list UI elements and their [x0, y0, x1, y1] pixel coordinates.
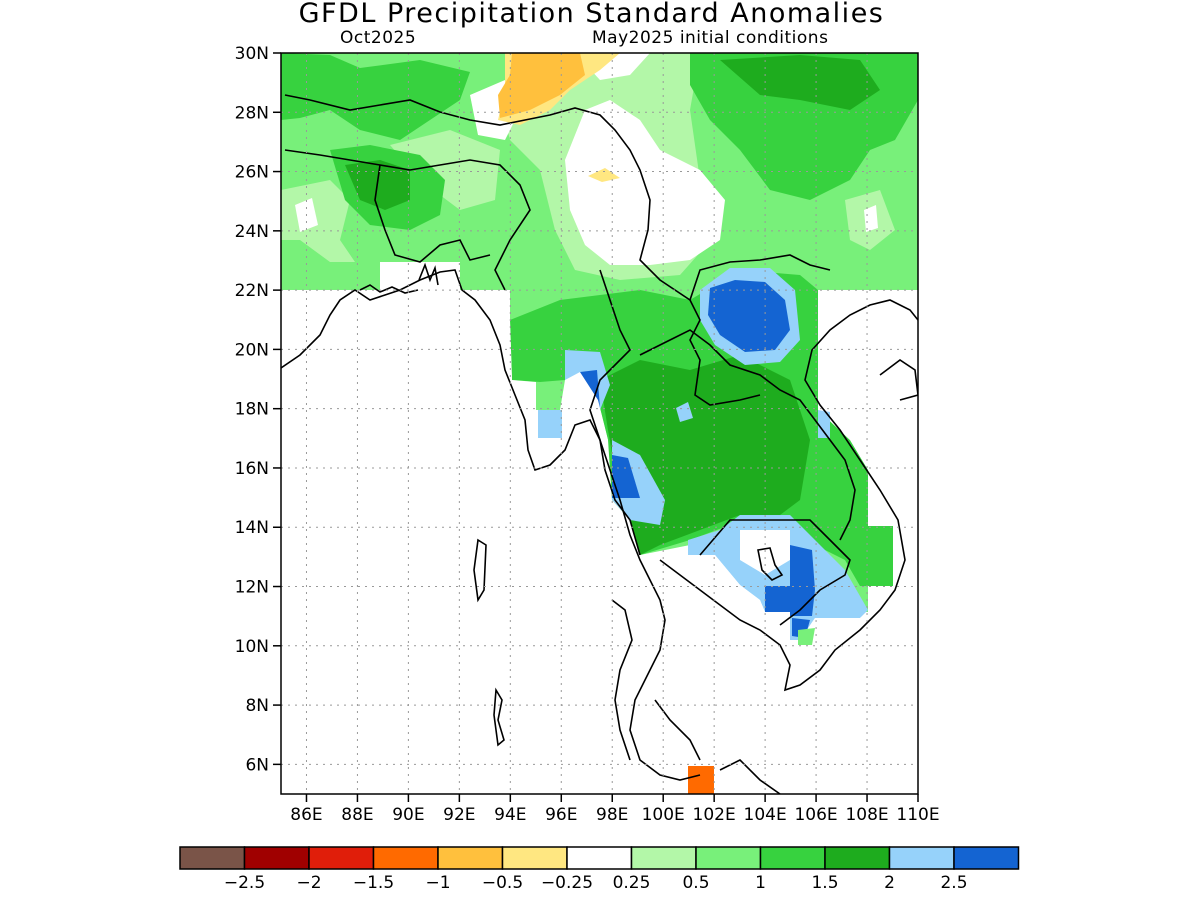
colorbar-label: −2 [296, 873, 321, 893]
border [689, 299, 761, 406]
colorbar-swatch [501, 846, 568, 870]
lat-tick-label: 24N [235, 222, 269, 242]
anomaly-region-light-green [281, 180, 355, 262]
lake-outline [757, 547, 784, 581]
colorbar: −2.5 −2 −1.5 −1 −0.5 −0.25 0.25 0.5 1 1.5 2 2.5 [179, 846, 1020, 893]
coastline [879, 359, 918, 401]
colorbar-label: 1.5 [811, 873, 838, 893]
border [374, 164, 491, 263]
lon-tick-label: 94E [494, 805, 526, 825]
lon-axis: 86E 88E 90E 92E 94E 96E 98E 100E 102E 104E 106E 108… [290, 794, 940, 825]
anomaly-region-light-blue [818, 410, 830, 438]
colorbar-swatch [179, 846, 246, 870]
island-outline [493, 687, 505, 747]
colorbar-swatch [437, 846, 504, 870]
masked-cell [281, 262, 918, 794]
border [284, 94, 831, 302]
anomaly-region-medium-green [281, 53, 470, 140]
border [589, 269, 641, 556]
anomaly-region-neutral [864, 205, 878, 232]
colorbar-swatch [695, 846, 762, 870]
anomaly-region-wet-orange [688, 766, 714, 794]
anomaly-region-dark-green [720, 55, 880, 110]
anomaly-region-neutral [740, 530, 790, 575]
lat-tick-label: 12N [235, 578, 269, 598]
lat-tick-label: 28N [235, 103, 269, 123]
colorbar-label: −1 [425, 873, 450, 893]
lat-tick-label: 20N [235, 340, 269, 360]
lat-tick-label: 8N [245, 696, 269, 716]
lon-tick-label: 100E [642, 805, 685, 825]
border [699, 519, 851, 626]
colorbar-label: −0.25 [541, 873, 593, 893]
anomaly-region-light-green [390, 130, 500, 210]
anomaly-region-light-blue [676, 402, 693, 422]
lat-axis: 6N 8N 10N 12N 14N 16N 18N 20N 22N 24N 26N 28N 30N [235, 44, 281, 775]
lon-tick-label: 88E [341, 805, 373, 825]
anomaly-region-light-blue [538, 410, 562, 438]
coastlines-borders [281, 94, 918, 794]
colorbar-label: 0.25 [613, 873, 651, 893]
colorbar-swatch [372, 846, 439, 870]
init-conditions-label: May2025 initial conditions [592, 28, 829, 48]
lat-tick-label: 26N [235, 163, 269, 183]
anomaly-region-light-green [798, 628, 815, 645]
lat-tick-label: 6N [245, 755, 269, 775]
map-frame [280, 52, 919, 795]
lon-tick-label: 108E [845, 805, 888, 825]
colorbar-swatch [759, 846, 826, 870]
masked-cell [281, 290, 309, 350]
island-outline [418, 262, 439, 286]
anomaly-region-dry [588, 168, 620, 182]
coastline [611, 599, 633, 761]
anomaly-region-dry [498, 53, 585, 118]
colorbar-swatch [566, 846, 633, 870]
anomaly-region-dark-blue [765, 545, 815, 616]
colorbar-label: 0.5 [682, 873, 709, 893]
colorbar-label: −1.5 [353, 873, 394, 893]
colorbar-swatch [630, 846, 697, 870]
coastline [719, 759, 781, 794]
anomaly-region-dark-blue [708, 280, 790, 352]
lon-tick-label: 92E [443, 805, 475, 825]
valid-month-label: Oct2025 [340, 28, 417, 48]
colorbar-label: −0.5 [482, 873, 523, 893]
lat-tick-label: 16N [235, 459, 269, 479]
island-outline [359, 284, 419, 294]
lat-tick-label: 30N [235, 44, 269, 64]
lon-tick-label: 104E [744, 805, 787, 825]
lon-tick-label: 106E [794, 805, 837, 825]
island-outline [473, 538, 487, 603]
lon-tick-label: 102E [693, 805, 736, 825]
colorbar-swatch [308, 846, 375, 870]
masked-cell [485, 290, 510, 320]
colorbar-swatch [824, 846, 891, 870]
anomaly-region-dark-blue [612, 455, 640, 498]
lat-tick-label: 10N [235, 637, 269, 657]
colorbar-label: 2 [884, 873, 895, 893]
border [284, 149, 531, 291]
lon-tick-label: 98E [596, 805, 628, 825]
lon-tick-label: 110E [896, 805, 939, 825]
lat-tick-label: 18N [235, 400, 269, 420]
border [654, 699, 701, 761]
colorbar-label: 1 [755, 873, 766, 893]
colorbar-label: −2.5 [224, 873, 265, 893]
lon-tick-label: 90E [392, 805, 424, 825]
colorbar-swatch [243, 846, 310, 870]
colorbar-swatch [888, 846, 955, 870]
lat-tick-label: 14N [235, 518, 269, 538]
colorbar-swatch [953, 846, 1020, 870]
lon-tick-label: 86E [290, 805, 322, 825]
map-title: GFDL Precipitation Standard Anomalies [298, 0, 885, 29]
lon-tick-label: 96E [545, 805, 577, 825]
lat-tick-label: 22N [235, 281, 269, 301]
colorbar-label: 2.5 [940, 873, 967, 893]
coastline [659, 299, 918, 692]
coastline [281, 269, 701, 781]
